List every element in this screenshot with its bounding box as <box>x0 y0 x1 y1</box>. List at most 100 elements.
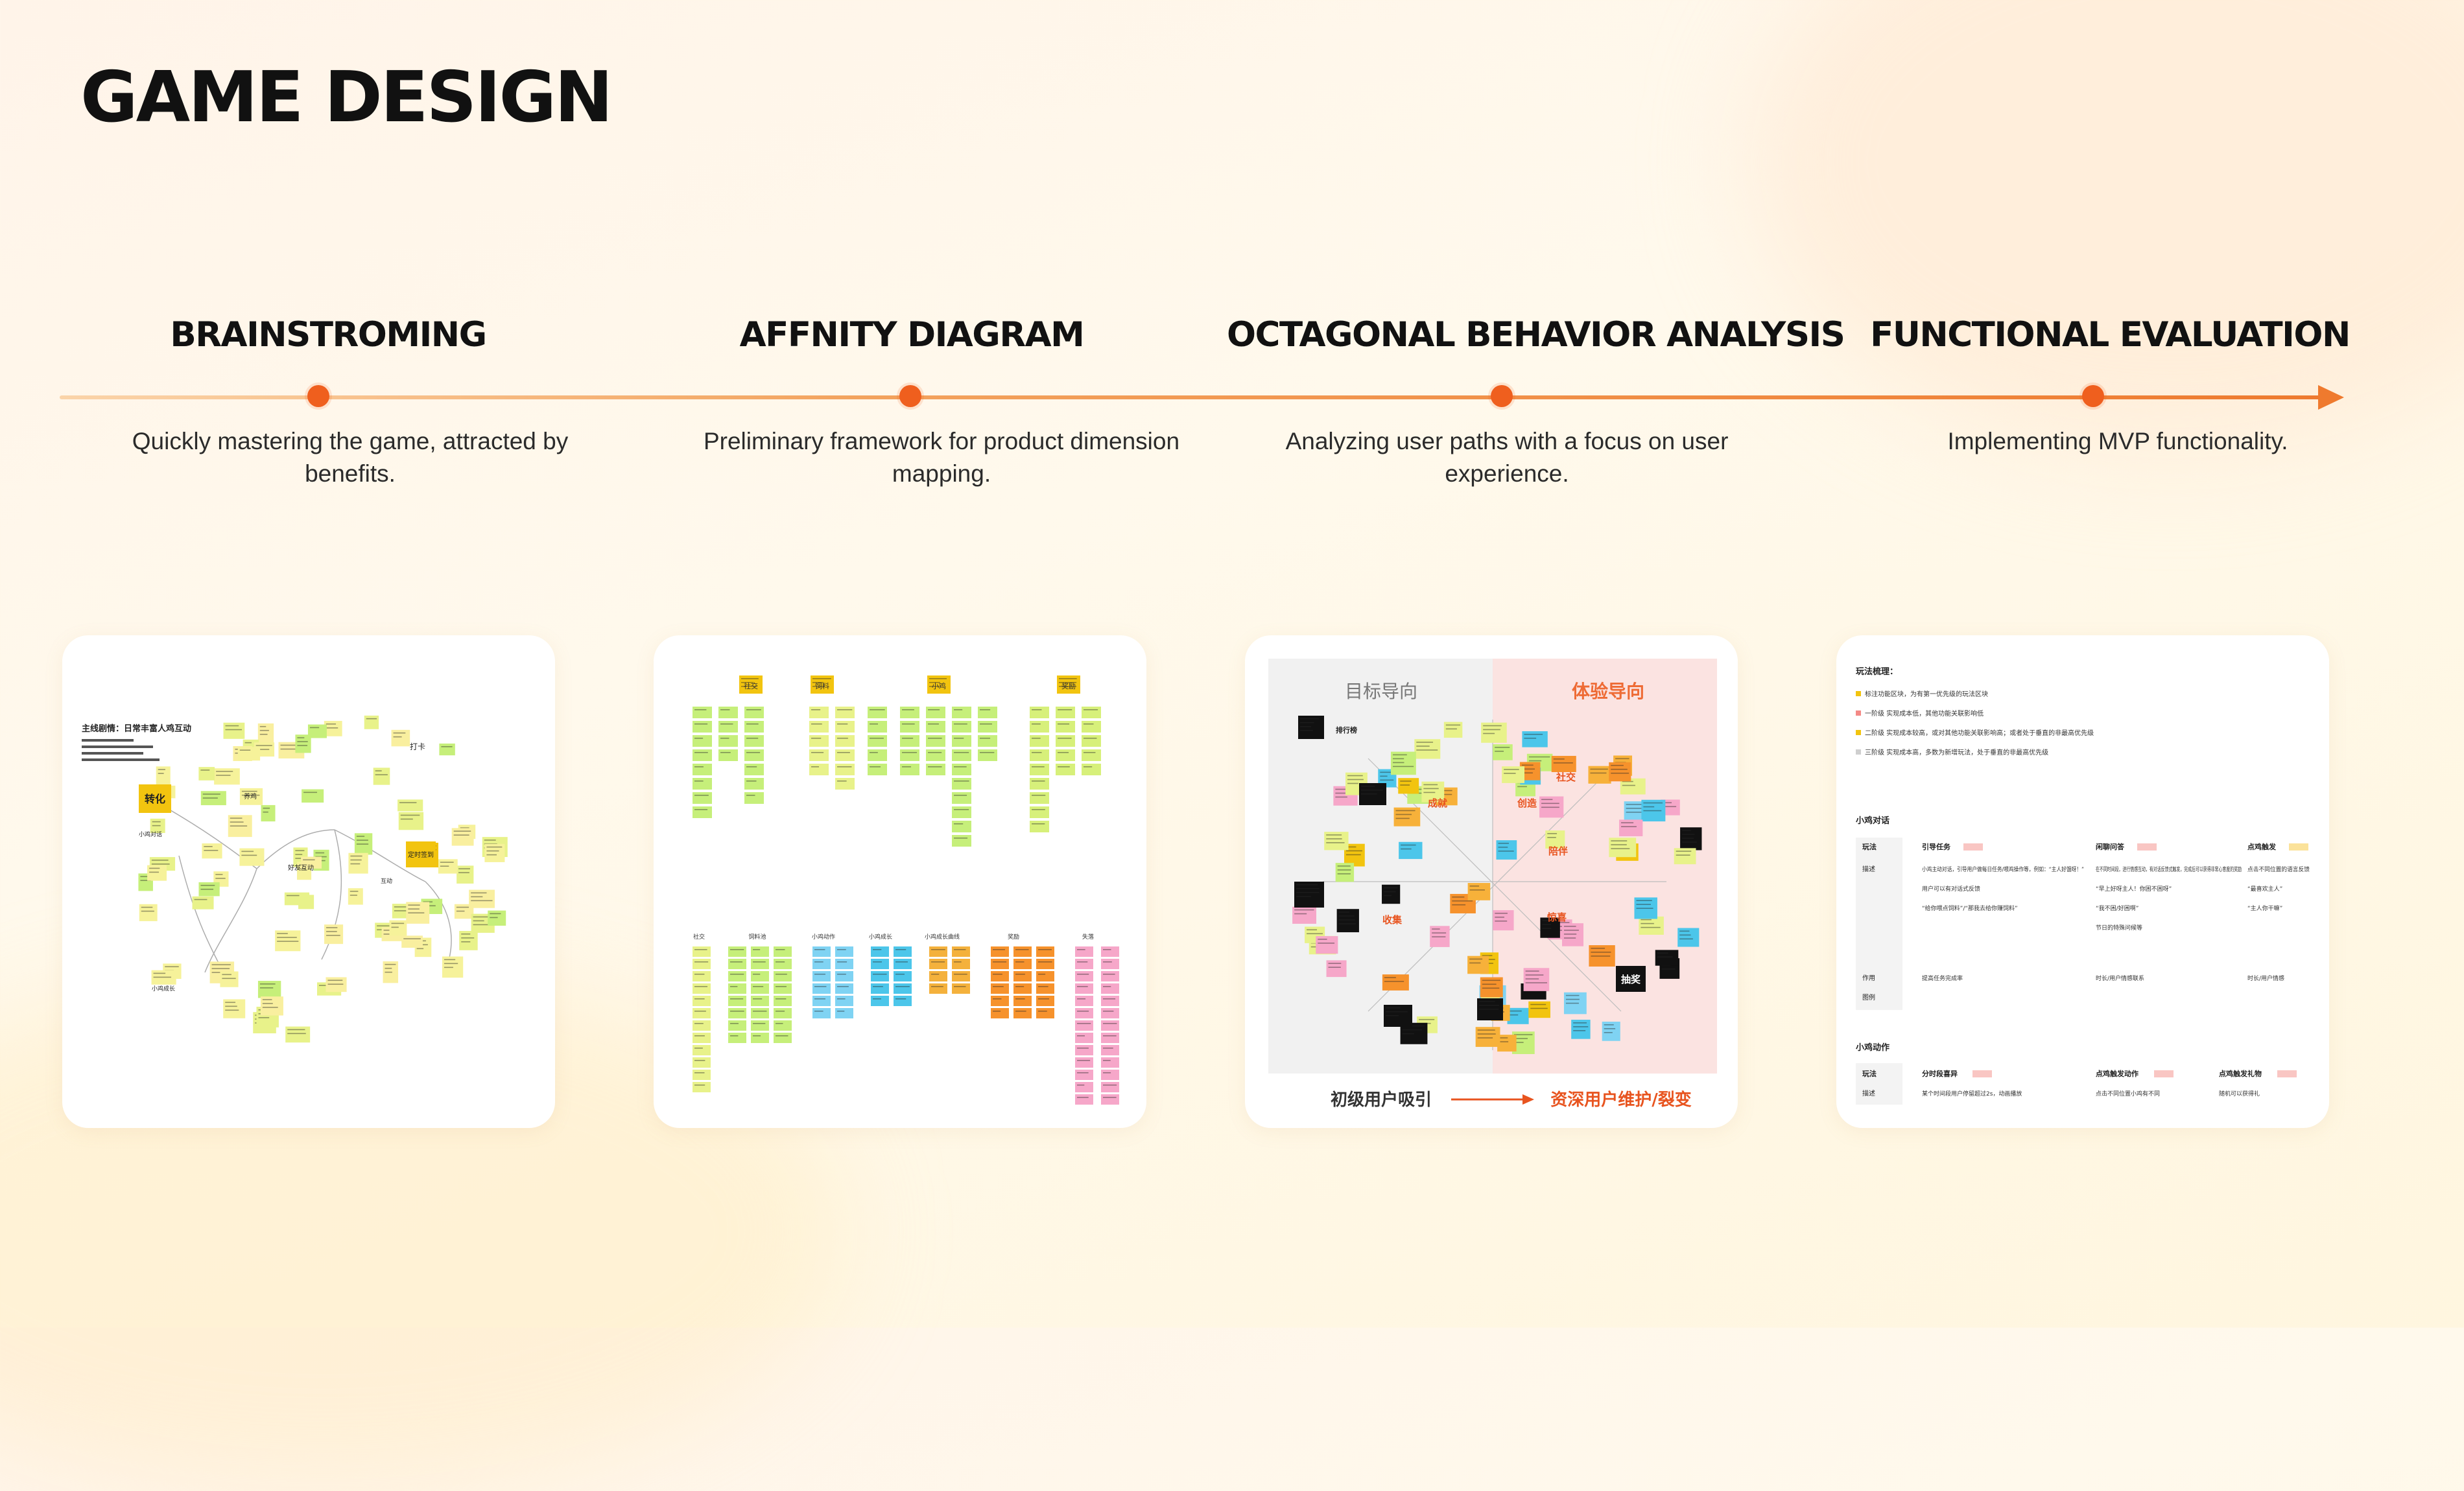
note-text-line <box>954 949 966 950</box>
note-text-line <box>1437 793 1452 795</box>
sticky-note <box>1075 1045 1093 1055</box>
note-text-line <box>1563 926 1576 927</box>
brainstorm-note-label: 小鸡成长 <box>152 985 175 992</box>
note-text-line <box>408 908 420 910</box>
sticky-note <box>354 833 373 855</box>
sticky-note <box>835 946 853 957</box>
sticky-note <box>1082 764 1101 775</box>
sticky-note <box>693 983 711 994</box>
note-text-line <box>1479 1001 1495 1002</box>
sticky-note <box>728 946 746 957</box>
sticky-note <box>952 778 971 790</box>
sticky-note <box>397 799 423 812</box>
note-text-line <box>746 795 755 796</box>
sticky-note <box>952 806 971 818</box>
octagonal-note-label: 排行榜 <box>1336 725 1357 734</box>
note-text-line <box>473 920 484 922</box>
note-text-line <box>356 843 369 845</box>
note-text-line <box>1521 772 1533 774</box>
note-text-line <box>1679 938 1693 940</box>
note-text-line <box>873 961 882 963</box>
sticky-note <box>774 1020 792 1031</box>
sticky-note <box>900 749 919 761</box>
note-text-line <box>1338 919 1355 921</box>
note-text-line <box>1591 948 1605 949</box>
note-text-line <box>375 774 388 775</box>
sticky-note <box>324 924 344 945</box>
note-text-line <box>1395 810 1416 812</box>
brainstorm-note-label: 小鸡对话 <box>139 830 162 838</box>
note-text-line <box>1077 1011 1089 1012</box>
sticky-note <box>751 971 769 981</box>
note-text-line <box>1542 928 1552 930</box>
sticky-note <box>1075 1057 1093 1068</box>
sticky-note <box>1030 821 1049 832</box>
affinity-top-header: 小鸡 <box>932 681 946 690</box>
note-text-line <box>1038 986 1048 987</box>
sticky-note <box>1013 959 1032 969</box>
note-text-line <box>1077 1035 1085 1037</box>
note-text-line <box>730 1023 739 1024</box>
note-text-line <box>440 865 449 867</box>
table-cell: 点击不同位置小鸡有不同 <box>2096 1090 2160 1098</box>
note-text-line <box>811 723 822 725</box>
note-text-line <box>1641 919 1652 921</box>
sticky-note <box>1467 956 1489 974</box>
sticky-note <box>1030 749 1049 761</box>
note-text-line <box>1103 949 1111 950</box>
note-text-line <box>1573 1030 1586 1031</box>
affinity-bottom-header: 饲料池 <box>748 933 766 941</box>
sticky-note <box>952 821 971 832</box>
note-text-line <box>694 961 709 963</box>
note-text-line <box>152 825 161 827</box>
note-text-line <box>753 998 763 1000</box>
note-text-line <box>1641 922 1654 924</box>
note-text-line <box>222 974 231 976</box>
sticky-note <box>751 959 769 969</box>
sticky-note <box>693 806 712 818</box>
note-text-line <box>954 823 964 825</box>
sticky-note <box>348 852 368 874</box>
sticky-note <box>1013 1008 1032 1018</box>
sticky-note <box>326 977 347 992</box>
note-text-line <box>1103 986 1111 987</box>
note-text-line <box>1084 766 1093 768</box>
note-text-line <box>416 948 424 950</box>
table-cell: 用户可以有对话式反馈 <box>1922 885 1980 893</box>
note-text-line <box>200 769 210 771</box>
note-text-line <box>1294 913 1307 915</box>
sticky-note <box>469 889 495 908</box>
note-text-line <box>730 961 743 963</box>
table-cell: 提高任务完成率 <box>1922 974 1963 982</box>
functional-legend-item: 一阶级 实现成本低，其他功能关联影响低 <box>1865 709 1984 718</box>
sticky-note <box>693 1057 711 1068</box>
octagonal-note-label: 抽奖 <box>1621 974 1641 985</box>
note-text-line <box>1483 733 1495 734</box>
note-text-line <box>776 1023 783 1024</box>
note-text-line <box>486 854 497 856</box>
sticky-note <box>1384 1005 1412 1027</box>
sticky-note <box>693 1045 711 1055</box>
note-text-line <box>1361 793 1377 795</box>
note-text-line <box>327 980 343 981</box>
sticky-note <box>1075 1082 1093 1092</box>
note-text-line <box>241 854 257 856</box>
sticky-note <box>1523 968 1550 991</box>
sticky-note <box>1101 971 1119 981</box>
affinity-bottom-header: 小鸡成长 <box>869 933 892 941</box>
sticky-note <box>1101 1082 1119 1092</box>
sticky-note <box>894 996 912 1006</box>
sticky-note <box>1481 722 1507 743</box>
note-text-line <box>1084 723 1094 725</box>
note-text-line <box>1615 758 1629 760</box>
note-text-line <box>1498 843 1510 844</box>
octagonal-left-label: 目标导向 <box>1345 681 1417 702</box>
note-text-line <box>1611 764 1624 766</box>
sticky-note <box>139 904 158 921</box>
note-text-line <box>350 855 362 857</box>
note-text-line <box>461 941 471 943</box>
note-text-line <box>194 898 207 900</box>
note-text-line <box>1338 911 1349 913</box>
note-text-line <box>204 850 219 851</box>
note-text-line <box>1077 974 1089 975</box>
